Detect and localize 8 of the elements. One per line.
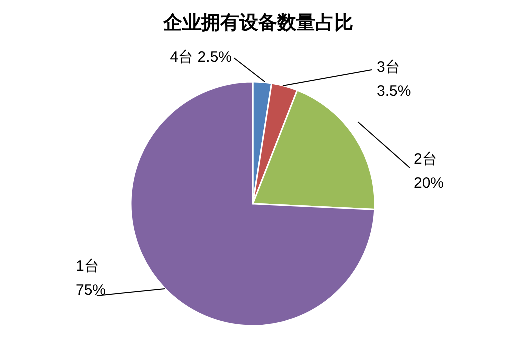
data-label: 3.5%	[377, 83, 412, 100]
data-label: 75%	[76, 282, 106, 299]
slice-label: 4台 2.5%	[170, 49, 232, 66]
slice-label: 2台	[414, 151, 438, 168]
chart-title: 企业拥有设备数量占比	[162, 12, 354, 34]
data-label: 20%	[414, 175, 444, 192]
slice-label: 1台	[76, 258, 100, 275]
slice-label: 3台	[377, 59, 400, 76]
